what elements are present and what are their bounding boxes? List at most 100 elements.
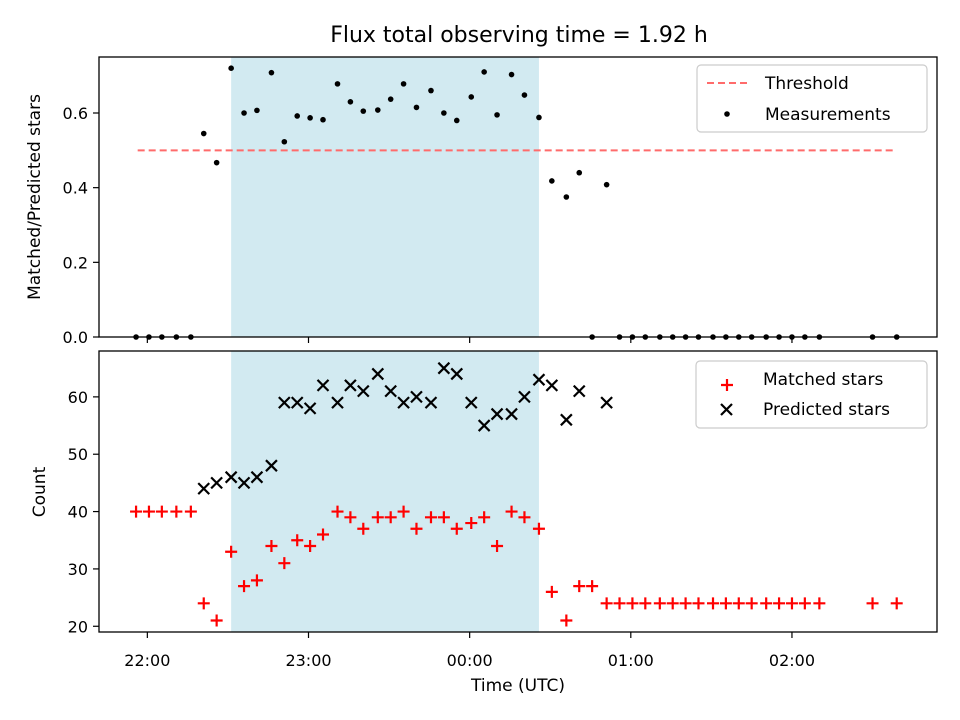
top-axes-frame — [98, 56, 938, 338]
matched-star-point — [866, 597, 879, 610]
predicted-star-point — [224, 470, 238, 484]
predicted-star-point — [600, 396, 613, 409]
y-tick-label: 50 — [68, 445, 88, 464]
predicted-star-point — [210, 476, 223, 490]
matched-star-point — [142, 505, 155, 518]
matched-star-point — [424, 511, 437, 524]
matched-star-point — [745, 597, 758, 610]
predicted-star-point — [572, 384, 586, 398]
x-axis-label: Time (UTC) — [470, 676, 565, 696]
matched-star-point — [532, 522, 545, 535]
x-tick-label: 02:00 — [769, 651, 815, 670]
predicted-star-point — [437, 361, 451, 375]
matched-star-point — [573, 580, 586, 593]
bottom-legend-box — [695, 360, 928, 429]
matched-star-point — [155, 505, 168, 518]
chart-title: Flux total observing time = 1.92 h — [330, 23, 708, 48]
matched-star-point — [344, 511, 357, 524]
bottom-axes-frame — [98, 350, 938, 633]
measurement-point — [481, 69, 487, 75]
predicted-star-point — [331, 396, 344, 409]
matched-star-point — [706, 597, 719, 610]
predicted-star-point — [545, 379, 559, 392]
y-tick-label: 30 — [68, 560, 88, 579]
predicted-star-point — [265, 459, 278, 472]
measurement-point — [281, 138, 288, 145]
measurement-point — [334, 81, 341, 87]
bottom-shaded-window — [231, 351, 539, 632]
matched-star-point — [613, 597, 626, 610]
predicted-star-point — [290, 396, 304, 409]
measurement-point — [200, 130, 207, 137]
y-tick-label: 40 — [68, 503, 88, 522]
measurement-point — [294, 113, 301, 119]
matched-star-point — [397, 505, 410, 518]
matched-star-point — [773, 597, 786, 610]
matched-star-point — [250, 574, 263, 587]
legend-measurements-label: Measurements — [765, 105, 891, 125]
matched-star-point — [291, 534, 304, 547]
predicted-star-point — [250, 470, 264, 484]
matched-star-point — [760, 597, 773, 610]
top-panel: 0.0 0.2 0.4 0.6 Matched/Predicted stars Thr… — [25, 56, 938, 347]
matched-star-point — [491, 539, 504, 552]
matched-star-point — [666, 597, 679, 610]
measurement-point — [603, 181, 610, 188]
matched-star-point — [465, 517, 478, 530]
measurement-point — [213, 159, 220, 166]
measurement-point — [347, 99, 354, 105]
matched-star-point — [785, 597, 798, 610]
predicted-star-point — [532, 373, 546, 386]
y-tick-label: 60 — [68, 388, 88, 407]
predicted-star-point — [278, 396, 291, 409]
matched-star-point — [478, 511, 491, 524]
legend-predicted-label: Predicted stars — [763, 400, 890, 420]
matched-star-point — [450, 522, 463, 535]
matched-star-point — [278, 557, 291, 570]
matched-star-point — [357, 522, 370, 535]
legend-matched-label: Matched stars — [763, 370, 883, 390]
measurement-point — [241, 110, 247, 116]
matched-star-point — [626, 597, 639, 610]
measurement-point — [400, 81, 407, 87]
predicted-star-point — [477, 419, 491, 432]
legend-matched-swatch — [721, 379, 733, 391]
legend-predicted-swatch — [720, 403, 733, 416]
x-tick-label: 22:00 — [124, 651, 170, 670]
measurement-point — [576, 169, 583, 176]
predicted-star-point — [560, 413, 573, 427]
matched-star-point — [719, 597, 732, 610]
bottom-legend: Matched stars Predicted stars — [695, 360, 928, 429]
matched-star-point — [518, 511, 531, 524]
matched-star-point — [197, 597, 210, 610]
x-tick-label: 01:00 — [608, 651, 654, 670]
measurement-point — [441, 110, 447, 116]
matched-star-point — [586, 580, 599, 593]
x-tick-label: 00:00 — [447, 651, 493, 670]
measurement-point — [494, 112, 500, 118]
matched-star-point — [679, 597, 692, 610]
predicted-star-point — [410, 390, 423, 404]
measurement-point — [508, 71, 515, 78]
measurement-point — [536, 114, 542, 121]
matched-star-point — [210, 614, 223, 627]
bottom-y-axis-label: Count — [30, 466, 50, 517]
measurement-point — [228, 65, 234, 71]
matched-star-point — [265, 539, 278, 552]
predicted-star-point — [450, 367, 464, 381]
matched-star-point — [798, 597, 811, 610]
y-tick-label: 20 — [68, 617, 88, 636]
matched-star-point — [130, 505, 143, 518]
measurement-point — [468, 94, 475, 100]
matched-star-point — [317, 528, 330, 541]
predicted-star-point — [371, 367, 385, 381]
matched-star-point — [600, 597, 613, 610]
matched-star-point — [331, 505, 344, 518]
measurement-point — [360, 108, 367, 114]
predicted-star-point — [344, 379, 357, 392]
y-tick-label: 0.2 — [63, 253, 88, 272]
predicted-star-point — [464, 396, 478, 409]
y-tick-label: 0.6 — [63, 104, 88, 123]
legend-measurements-swatch — [724, 111, 730, 117]
